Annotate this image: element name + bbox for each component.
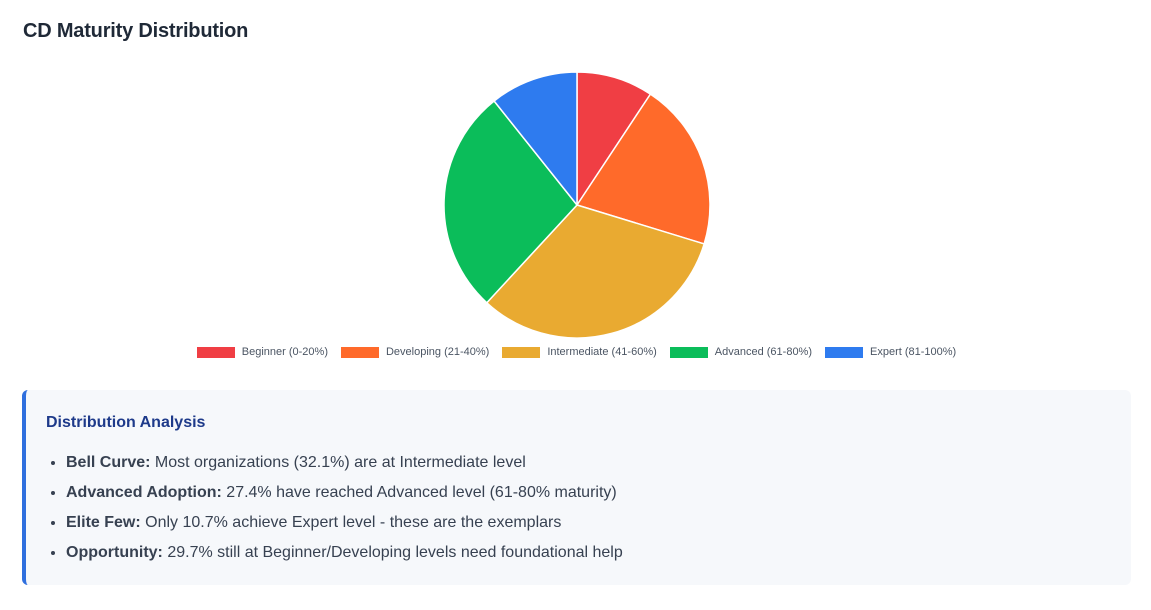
legend-item-advanced[interactable]: Advanced (61-80%) [668,346,812,358]
analysis-item-label: Bell Curve: [66,454,151,471]
pie-slice-beginner[interactable] [576,71,652,206]
legend-swatch [196,346,235,358]
analysis-item: Elite Few: Only 10.7% achieve Expert lev… [66,508,1111,538]
chart-area: Beginner (0-20%) Developing (21-40%) Int… [0,60,1151,380]
pie-slice-developing[interactable] [576,93,711,245]
analysis-item-text: 29.7% still at Beginner/Developing level… [162,544,623,561]
pie-slice-advanced[interactable] [443,100,578,304]
legend-label: Expert (81-100%) [870,346,957,358]
analysis-item-text: Most organizations (32.1%) are at Interm… [150,454,526,471]
analysis-item-label: Elite Few: [66,514,141,531]
legend-swatch [340,346,379,358]
page-title: CD Maturity Distribution [23,20,249,42]
legend-item-developing[interactable]: Developing (21-40%) [339,346,489,358]
legend-label: Beginner (0-20%) [241,346,328,358]
analysis-item-label: Advanced Adoption: [66,484,222,501]
legend-item-expert[interactable]: Expert (81-100%) [823,346,956,358]
pie-chart [443,71,711,339]
legend-label: Intermediate (41-60%) [547,346,657,358]
legend-swatch [669,346,708,358]
pie-slice-expert[interactable] [493,71,578,206]
pie-slice-intermediate[interactable] [486,204,705,339]
analysis-item-text: 27.4% have reached Advanced level (61-80… [221,484,617,501]
legend-label: Advanced (61-80%) [714,346,813,358]
analysis-item: Advanced Adoption: 27.4% have reached Ad… [66,478,1111,508]
analysis-item-label: Opportunity: [66,544,163,561]
analysis-item-text: Only 10.7% achieve Expert level - these … [140,514,562,531]
legend-item-beginner[interactable]: Beginner (0-20%) [195,346,328,358]
legend-item-intermediate[interactable]: Intermediate (41-60%) [500,346,657,358]
legend-swatch [825,346,864,358]
analysis-item: Bell Curve: Most organizations (32.1%) a… [66,448,1111,478]
analysis-item: Opportunity: 29.7% still at Beginner/Dev… [66,538,1111,568]
analysis-title: Distribution Analysis [46,414,206,431]
legend-swatch [502,346,541,358]
distribution-analysis-panel: Distribution Analysis Bell Curve: Most o… [22,390,1131,585]
chart-legend: Beginner (0-20%) Developing (21-40%) Int… [0,346,1151,358]
analysis-list: Bell Curve: Most organizations (32.1%) a… [46,448,1111,568]
legend-label: Developing (21-40%) [385,346,490,358]
